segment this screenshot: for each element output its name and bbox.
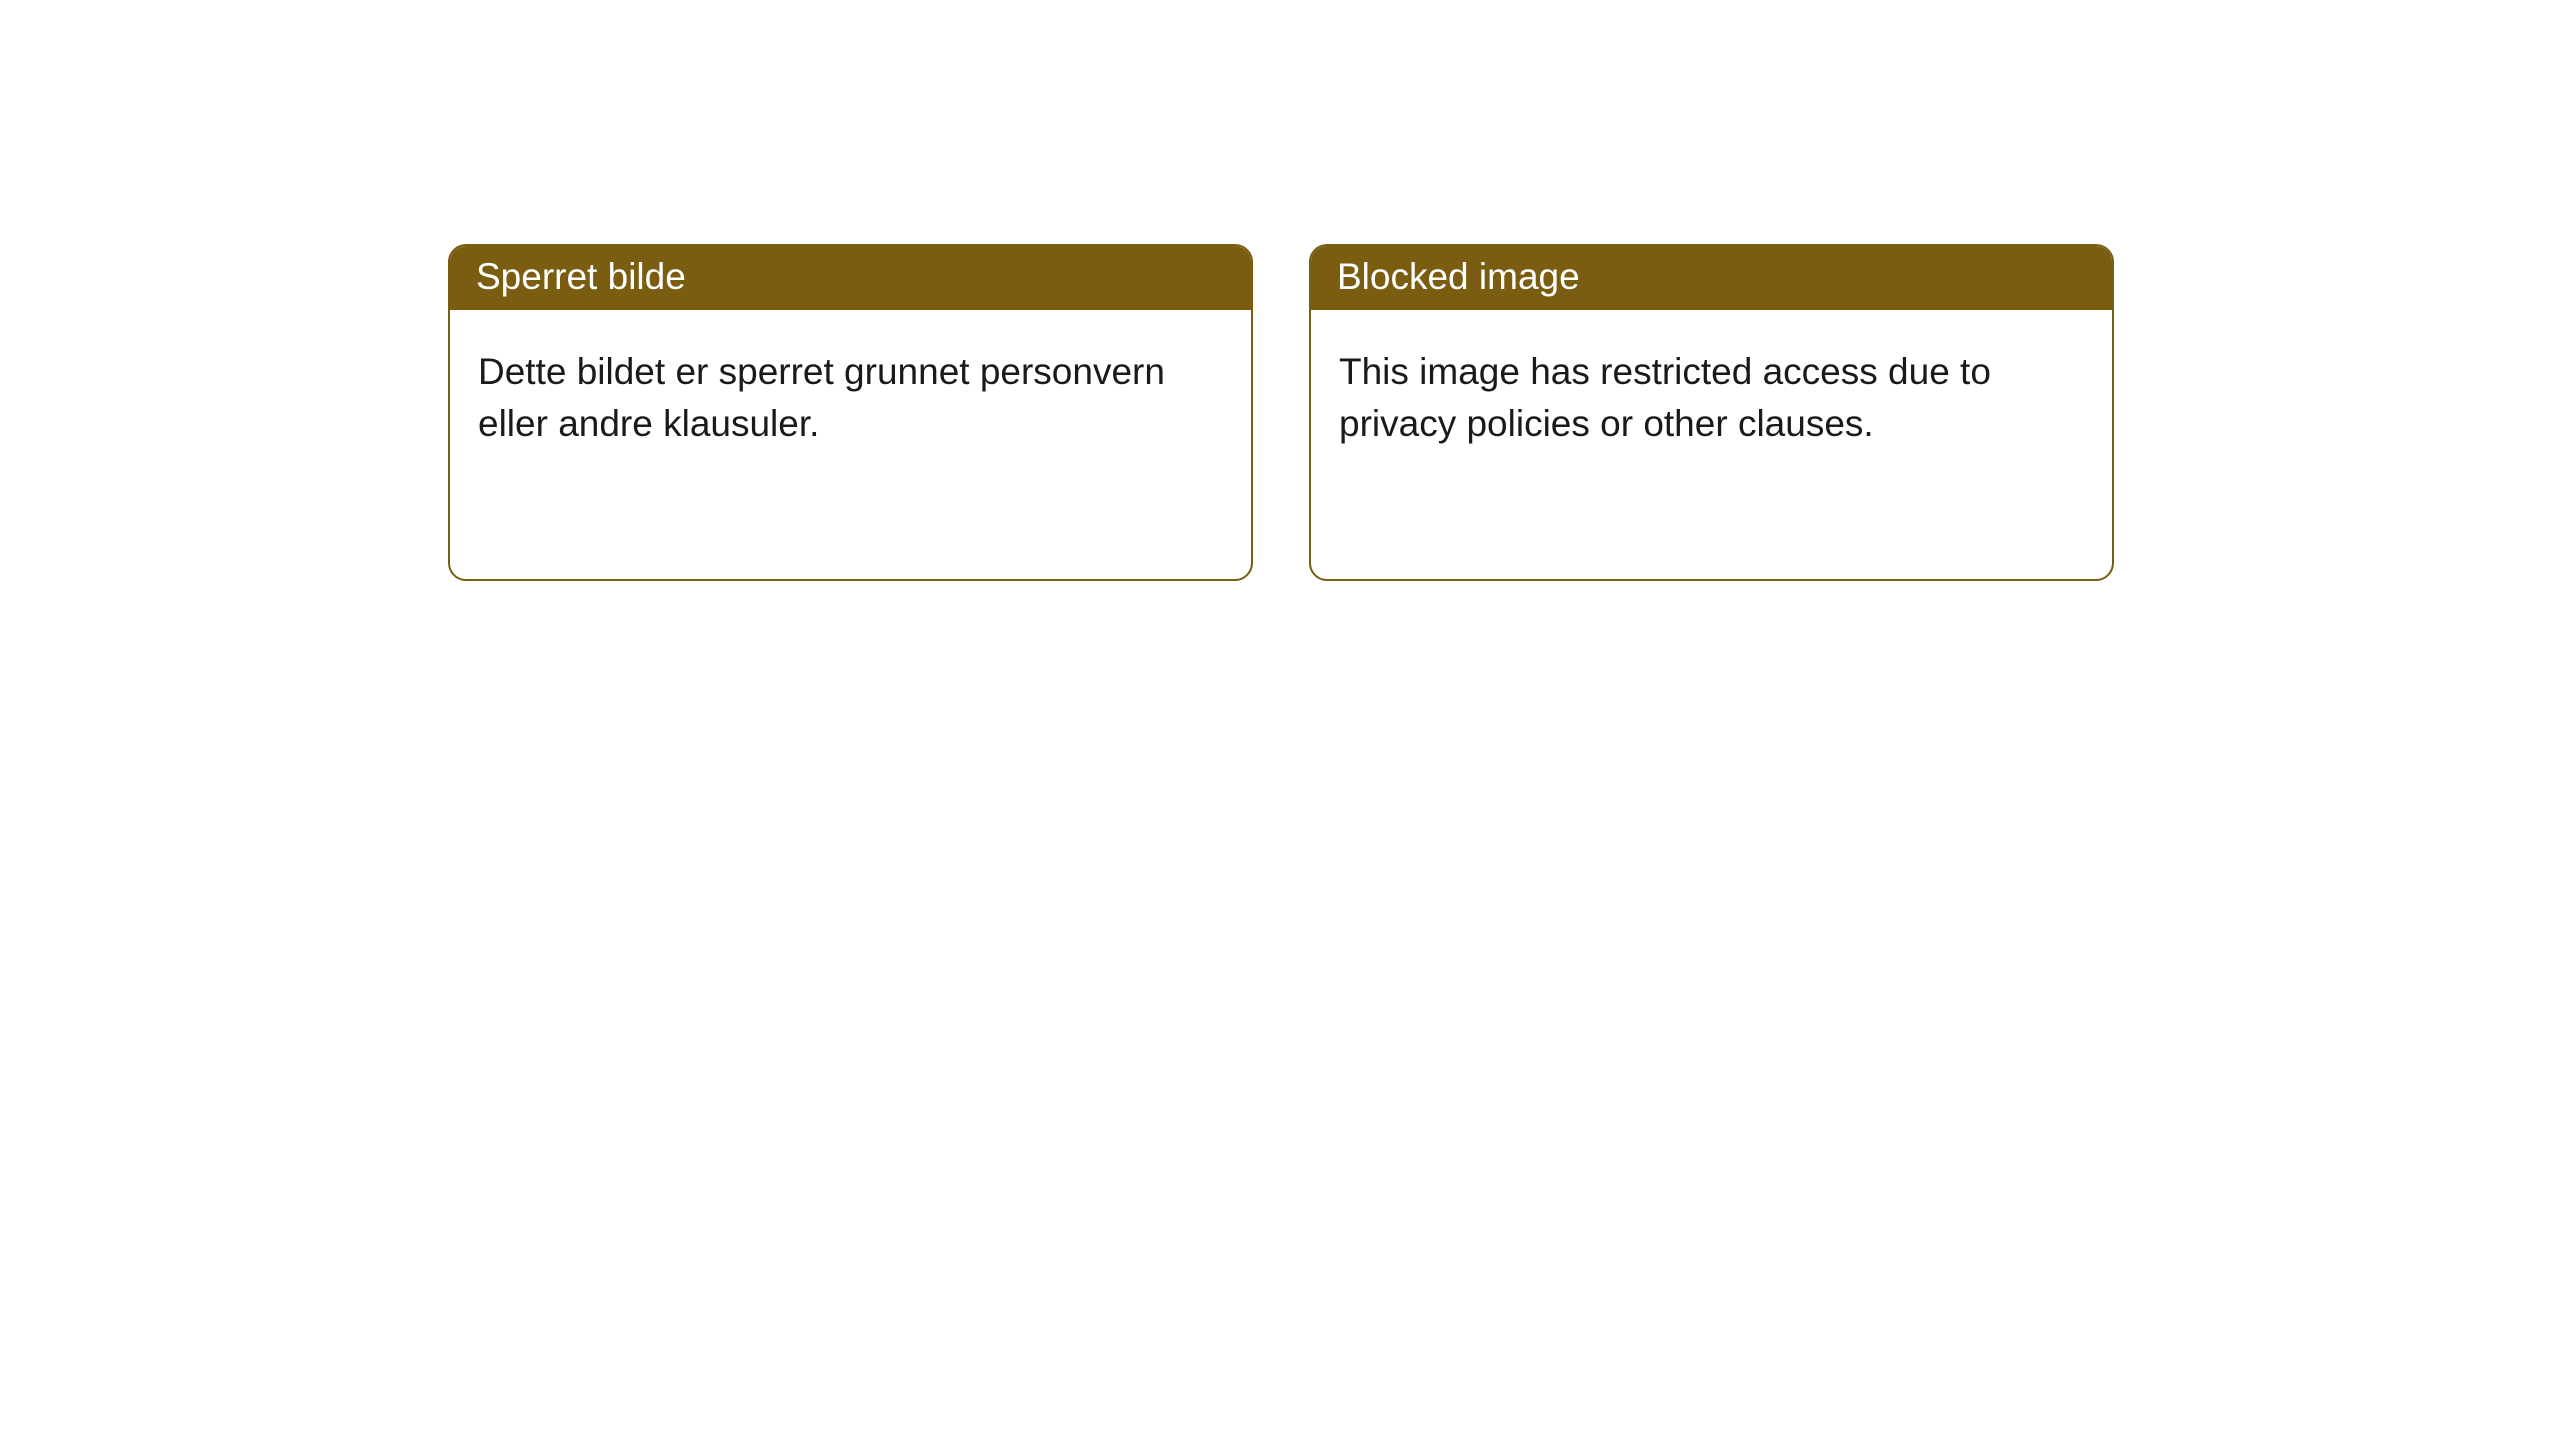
notice-title-no: Sperret bilde: [450, 246, 1251, 310]
notice-card-no: Sperret bilde Dette bildet er sperret gr…: [448, 244, 1253, 581]
notice-body-en: This image has restricted access due to …: [1311, 310, 2112, 486]
notice-title-en: Blocked image: [1311, 246, 2112, 310]
notice-card-en: Blocked image This image has restricted …: [1309, 244, 2114, 581]
notice-body-no: Dette bildet er sperret grunnet personve…: [450, 310, 1251, 486]
notice-container: Sperret bilde Dette bildet er sperret gr…: [448, 244, 2560, 581]
